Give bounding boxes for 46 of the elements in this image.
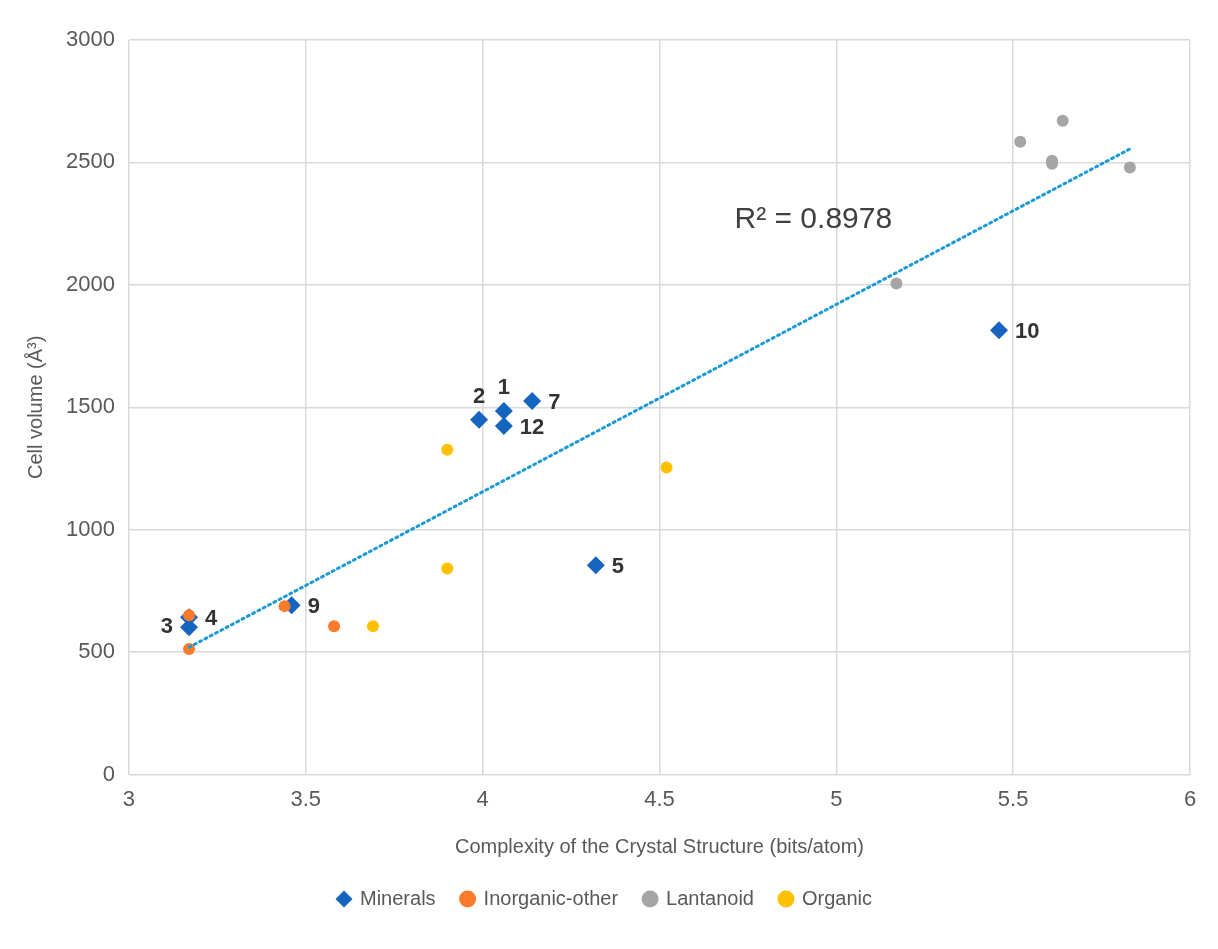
y-tick-label: 500 [78,638,115,664]
point [441,443,454,456]
point [523,391,542,410]
annotation: 12 [519,413,545,439]
x-tick-label: 5.5 [997,785,1029,811]
y-tick-label: 2500 [65,148,115,174]
point [1123,161,1136,174]
point [660,461,673,474]
annotation: 3 [160,613,174,639]
y-tick-label: 1500 [65,393,115,419]
point [366,620,379,633]
legend-label: Organic [801,886,872,909]
annotation: 4 [205,605,219,631]
annotation: 9 [307,593,320,619]
annotation: 5 [611,553,625,579]
x-tick-label: 3 [122,785,136,811]
point [441,562,454,575]
point [278,600,291,613]
point [494,416,513,435]
y-tick-label: 3000 [65,26,115,52]
y-tick-label: 1000 [65,515,115,541]
x-tick-label: 6 [1183,785,1197,811]
point [890,277,903,290]
annotation: 10 [1015,318,1040,344]
point [1014,135,1027,148]
annotation: 2 [472,382,486,408]
legend-label: Inorganic-other [483,886,619,909]
point [586,556,605,575]
point [470,410,489,429]
point [990,321,1009,340]
x-tick-label: 5 [830,785,843,811]
annotation: 1 [497,374,510,400]
point [494,401,513,420]
x-axis-title: Complexity of the Crystal Structure (bits/atom) [454,834,864,857]
y-tick-label: 0 [102,760,115,786]
x-tick-label: 4 [476,785,489,811]
legend-label: Lantanoid [666,886,754,909]
annotation: 7 [548,389,561,414]
y-tick-label: 2000 [65,270,115,296]
point [1056,114,1069,127]
x-tick-label: 3.5 [290,785,322,811]
point [328,620,341,633]
x-tick-label: 4.5 [644,785,675,811]
legend-label: Minerals [360,886,436,909]
y-axis-title: Cell volume (Å³) [23,335,46,479]
annotation: R² = 0.8978 [734,201,893,235]
